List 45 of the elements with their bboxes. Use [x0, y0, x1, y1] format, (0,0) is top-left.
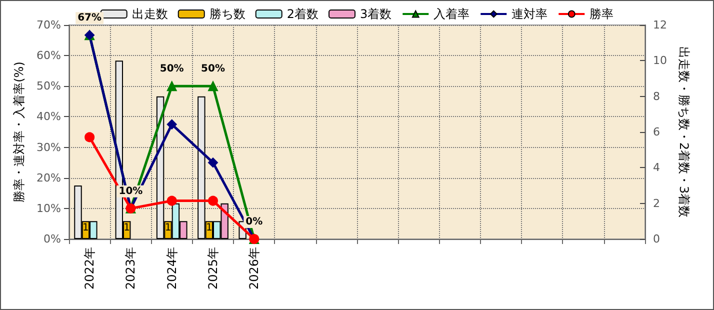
point — [208, 196, 218, 206]
data-label: 1 — [164, 222, 172, 234]
x-tick-label: 2023年 — [124, 247, 138, 290]
y2-tick-label: 2 — [653, 196, 660, 210]
y-tick-label: 10% — [36, 202, 61, 215]
y2-tick-label: 6 — [653, 126, 660, 138]
legend-label: 入着率 — [434, 7, 470, 21]
point — [84, 132, 95, 142]
x-tick-label: 2024年 — [164, 247, 179, 290]
data-label: 1 — [82, 222, 89, 234]
legend-label: 2着数 — [286, 7, 319, 21]
y2-tick-label: 12 — [653, 18, 667, 32]
y-tick-label: 20% — [36, 171, 61, 184]
y-tick-label: 70% — [36, 18, 61, 32]
y-tick-label: 30% — [36, 140, 61, 154]
point — [166, 196, 177, 206]
point — [208, 81, 218, 92]
data-label: 50% — [160, 64, 184, 75]
point — [166, 119, 177, 130]
y-tick-label: 50% — [36, 80, 61, 93]
y-axis-title: 勝率・連対率・入着率(%) — [12, 62, 26, 202]
data-label: 1 — [124, 222, 130, 234]
legend-label: 3着数 — [360, 7, 392, 21]
data-label: 50% — [201, 64, 225, 75]
y2-tick-label: 10 — [653, 54, 667, 68]
data-label: 10% — [118, 186, 143, 197]
legend-label: 勝率 — [590, 7, 614, 21]
x-tick-label: 2022年 — [82, 247, 97, 290]
y-tick-label: 40% — [36, 110, 61, 124]
point — [208, 158, 218, 168]
y-tick-label: 0% — [44, 232, 61, 246]
data-label: 67% — [78, 12, 102, 24]
y2-tick-label: 0 — [653, 232, 660, 246]
y-tick-label: 60% — [36, 49, 61, 62]
x-tick-label: 2026年 — [247, 247, 262, 290]
data-label: 0% — [246, 216, 263, 228]
legend-label: 連対率 — [512, 7, 548, 21]
x-tick-label: 2025年 — [206, 247, 220, 290]
point — [166, 81, 177, 92]
y2-tick-label: 8 — [653, 90, 660, 103]
y2-tick-label: 4 — [653, 161, 660, 174]
data-label: 1 — [206, 222, 212, 234]
legend-label: 勝ち数 — [209, 7, 246, 21]
legend-label: 出走数 — [132, 7, 168, 21]
y2-axis-title: 出走数・勝ち数・2着数・3着数 — [676, 46, 691, 218]
